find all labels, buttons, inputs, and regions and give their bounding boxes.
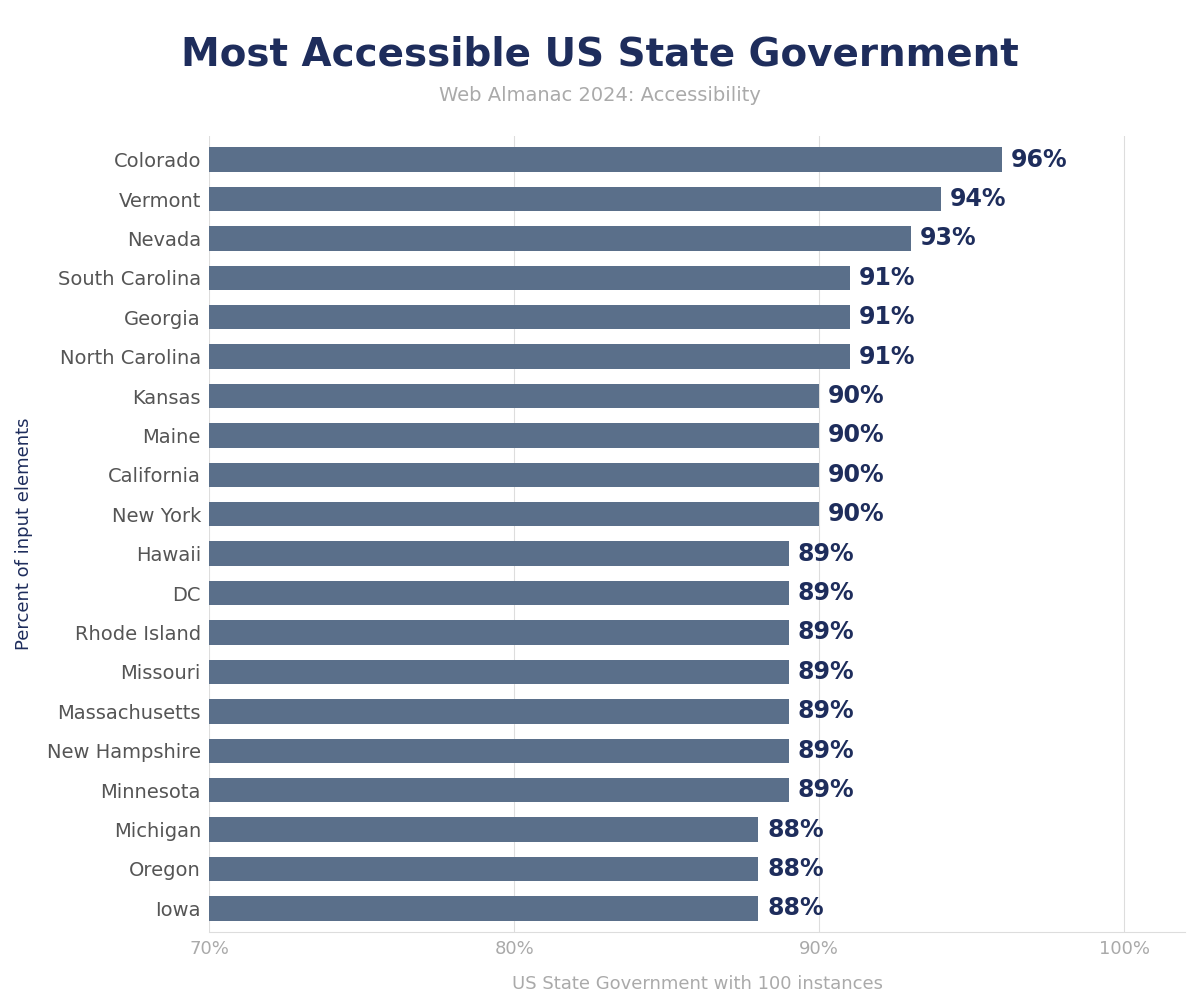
Bar bbox=[0, 147, 1002, 171]
Text: 90%: 90% bbox=[828, 384, 884, 408]
Text: 94%: 94% bbox=[950, 187, 1007, 211]
Text: 90%: 90% bbox=[828, 423, 884, 448]
Bar bbox=[0, 384, 820, 408]
Text: 96%: 96% bbox=[1012, 147, 1068, 171]
Text: 93%: 93% bbox=[919, 227, 977, 250]
Bar bbox=[0, 226, 911, 251]
Bar bbox=[0, 305, 850, 330]
Bar bbox=[0, 700, 788, 724]
Text: Web Almanac 2024: Accessibility: Web Almanac 2024: Accessibility bbox=[439, 86, 761, 105]
Text: 90%: 90% bbox=[828, 502, 884, 526]
Text: 91%: 91% bbox=[859, 345, 916, 369]
Bar bbox=[0, 581, 788, 606]
Y-axis label: Percent of input elements: Percent of input elements bbox=[14, 417, 34, 650]
Text: 91%: 91% bbox=[859, 266, 916, 290]
Bar bbox=[0, 186, 941, 212]
Text: 89%: 89% bbox=[798, 581, 854, 605]
Text: 89%: 89% bbox=[798, 700, 854, 724]
Bar bbox=[0, 896, 758, 920]
Text: 89%: 89% bbox=[798, 660, 854, 683]
Text: 88%: 88% bbox=[767, 857, 824, 881]
Bar bbox=[0, 541, 788, 565]
Bar bbox=[0, 817, 758, 842]
Bar bbox=[0, 857, 758, 881]
Bar bbox=[0, 463, 820, 487]
Text: 90%: 90% bbox=[828, 463, 884, 487]
Text: Most Accessible US State Government: Most Accessible US State Government bbox=[181, 35, 1019, 74]
Text: 89%: 89% bbox=[798, 541, 854, 565]
Text: 88%: 88% bbox=[767, 817, 824, 842]
Bar bbox=[0, 502, 820, 526]
Text: 88%: 88% bbox=[767, 896, 824, 920]
Text: 91%: 91% bbox=[859, 305, 916, 330]
Bar bbox=[0, 620, 788, 645]
Bar bbox=[0, 423, 820, 448]
Text: 89%: 89% bbox=[798, 739, 854, 763]
Bar bbox=[0, 778, 788, 802]
Bar bbox=[0, 659, 788, 684]
Bar bbox=[0, 739, 788, 763]
Text: 89%: 89% bbox=[798, 778, 854, 802]
X-axis label: US State Government with 100 instances: US State Government with 100 instances bbox=[511, 975, 883, 993]
Text: 89%: 89% bbox=[798, 621, 854, 644]
Bar bbox=[0, 345, 850, 369]
Bar bbox=[0, 266, 850, 290]
